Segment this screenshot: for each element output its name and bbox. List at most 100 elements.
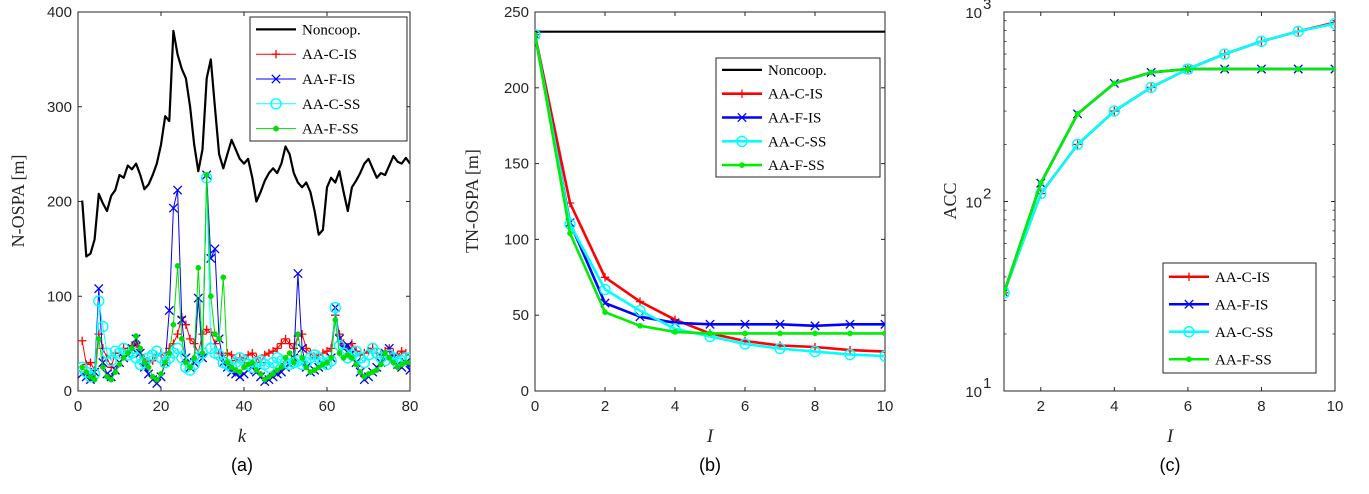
data-point: [237, 369, 243, 375]
data-point: [274, 367, 281, 374]
data-point: [1330, 64, 1335, 74]
data-point: [158, 371, 164, 377]
legend-marker: [1184, 272, 1194, 281]
data-point: [133, 333, 139, 339]
data-point: [145, 364, 152, 371]
data-point: [1292, 25, 1304, 38]
data-point: [535, 29, 541, 41]
series-line: [81, 29, 410, 258]
data-point: [241, 364, 247, 371]
legend-marker: [739, 162, 745, 168]
legend-marker: [270, 98, 282, 110]
data-point: [740, 319, 750, 329]
data-point: [1004, 289, 1007, 296]
data-point: [166, 350, 173, 356]
data-point: [224, 359, 231, 366]
series-line: [535, 34, 885, 358]
y-axis-label: N-OSPA [m]: [8, 155, 28, 248]
data-point: [97, 320, 109, 333]
series-line: [1004, 67, 1335, 294]
data-point: [78, 336, 87, 345]
data-point: [277, 339, 286, 348]
y-tick-label: 200: [47, 194, 72, 211]
data-point: [705, 319, 715, 329]
x-tick-label: 6: [1184, 398, 1192, 415]
x-tick-label: 6: [741, 398, 749, 415]
data-point: [149, 373, 156, 380]
data-point: [253, 367, 260, 374]
data-point: [1145, 81, 1157, 94]
data-point: [672, 329, 678, 335]
data-point: [336, 350, 343, 356]
data-point: [361, 373, 368, 380]
data-point: [879, 350, 885, 362]
data-point: [91, 376, 98, 383]
y-tick-label: 300: [47, 99, 72, 116]
data-point: [164, 305, 174, 316]
data-point: [1004, 288, 1009, 298]
data-point: [349, 354, 355, 361]
legend-label: AA-F-SS: [768, 158, 825, 174]
legend-label: AA-C-IS: [302, 47, 357, 63]
data-point: [95, 336, 102, 342]
data-point: [285, 339, 294, 348]
data-point: [137, 345, 144, 352]
data-point: [108, 376, 115, 383]
data-point: [344, 352, 351, 358]
data-point: [172, 185, 183, 195]
data-point: [185, 334, 195, 344]
data-point: [174, 263, 181, 269]
legend-label: AA-F-IS: [1215, 297, 1268, 313]
data-point: [1037, 180, 1044, 186]
x-axis-label: I: [706, 426, 715, 447]
data-point: [105, 354, 117, 367]
x-tick-label: 10: [1327, 398, 1344, 415]
data-point: [170, 321, 177, 328]
data-point: [104, 373, 110, 380]
data-point: [386, 354, 393, 361]
data-point: [210, 244, 220, 254]
legend-label: AA-C-SS: [1215, 325, 1273, 341]
data-point: [168, 203, 179, 213]
data-point: [120, 354, 127, 361]
data-point: [228, 364, 235, 371]
panel-caption: (c): [1160, 455, 1181, 475]
data-point: [353, 361, 359, 368]
data-point: [79, 364, 86, 371]
data-point: [707, 330, 713, 337]
data-point: [278, 364, 285, 371]
data-point: [635, 297, 645, 306]
y-axis-label: TN-OSPA [m]: [462, 149, 482, 253]
data-point: [1258, 66, 1265, 72]
data-point: [1071, 138, 1084, 151]
data-point: [83, 369, 90, 375]
legend-marker: [273, 125, 279, 132]
series-line: [1004, 22, 1335, 294]
legend-label: AA-C-SS: [302, 97, 360, 113]
x-tick-label: 40: [236, 398, 253, 415]
y-tick-label: 100: [47, 288, 72, 305]
data-point: [162, 359, 168, 366]
data-point: [880, 319, 885, 329]
legend-label: AA-F-IS: [768, 111, 821, 127]
data-point: [742, 330, 748, 337]
x-tick-label: 2: [1037, 398, 1045, 415]
data-point: [173, 329, 182, 339]
data-point: [141, 359, 148, 366]
data-point: [777, 330, 783, 337]
panel-c: 2 4 6 8 10101102103IACC(c)AA-C-ISAA-F-ISAA-C…: [940, 0, 1343, 475]
data-point: [340, 354, 347, 361]
data-point: [535, 31, 538, 38]
data-point: [1004, 287, 1010, 299]
data-point: [100, 364, 106, 371]
legend-label: Noncoop.: [302, 22, 361, 38]
data-point: [195, 264, 202, 271]
data-point: [257, 371, 264, 377]
data-point: [266, 373, 272, 380]
legend-marker: [1184, 299, 1194, 309]
data-point: [93, 295, 105, 307]
data-point: [1218, 48, 1231, 60]
data-point: [212, 331, 218, 337]
data-point: [739, 338, 751, 350]
